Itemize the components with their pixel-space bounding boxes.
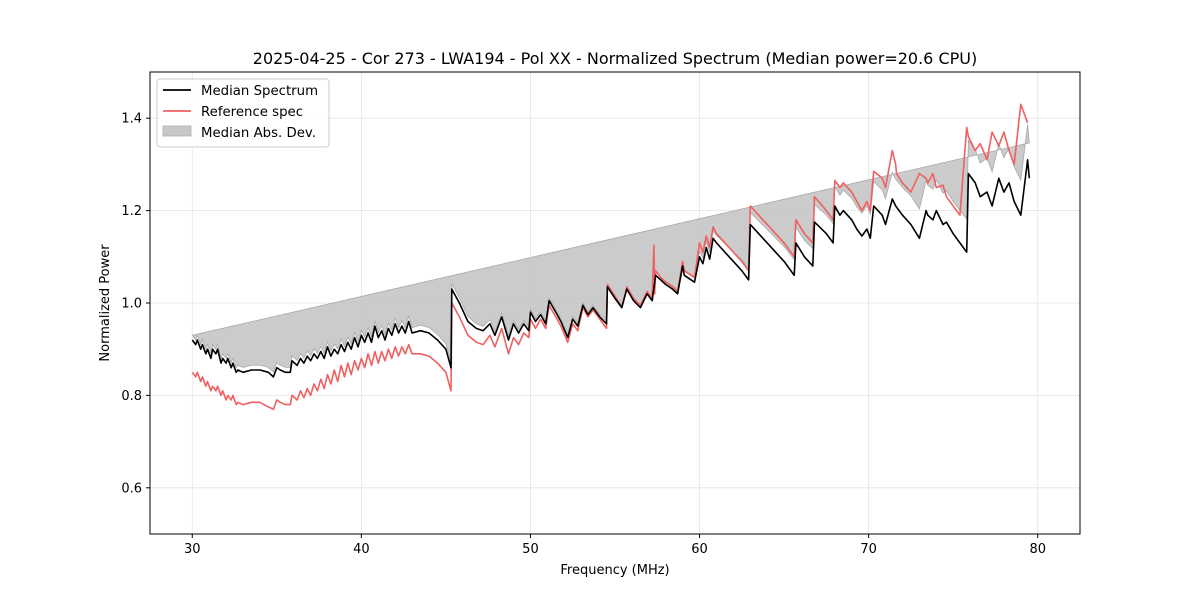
legend-mad-label: Median Abs. Dev. (201, 126, 316, 141)
y-tick-label: 0.8 (121, 389, 142, 404)
y-tick-label: 1.2 (121, 204, 142, 219)
x-tick-label: 70 (860, 542, 877, 557)
x-axis-ticks: 30 40 50 60 70 80 (184, 534, 1046, 557)
y-tick-label: 1.4 (121, 112, 142, 127)
x-tick-label: 80 (1029, 542, 1046, 557)
x-tick-label: 30 (184, 542, 201, 557)
series-layer (191, 103, 1031, 411)
legend-mad-patch-icon (162, 125, 192, 137)
x-tick-label: 50 (522, 542, 539, 557)
x-tick-label: 40 (353, 542, 370, 557)
y-axis-label: Normalized Power (98, 244, 113, 362)
legend-box (156, 78, 330, 148)
legend-reference-label: Reference spec (201, 105, 303, 120)
mad-band (191, 124, 1030, 373)
reference-spectrum-line (191, 103, 1029, 411)
legend-median-label: Median Spectrum (201, 84, 318, 99)
y-tick-label: 0.6 (121, 481, 142, 496)
mad-band-layer (191, 124, 1030, 373)
y-tick-label: 1.0 (121, 297, 142, 312)
chart-title: 2025-04-25 - Cor 273 - LWA194 - Pol XX -… (253, 49, 977, 68)
y-axis-ticks: 0.6 0.8 1.0 1.2 1.4 (121, 112, 150, 496)
x-tick-label: 60 (691, 542, 708, 557)
legend: Median Spectrum Reference spec Median Ab… (156, 78, 330, 148)
x-axis-label: Frequency (MHz) (560, 563, 669, 578)
median-spectrum-line (191, 159, 1031, 378)
